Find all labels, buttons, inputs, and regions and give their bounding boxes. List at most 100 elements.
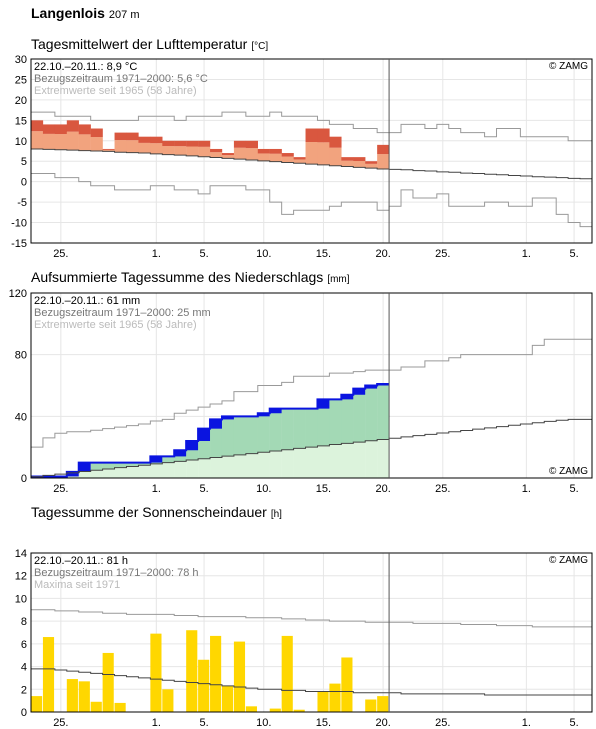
y-tick-label: 10 <box>15 136 27 148</box>
precipitation-normal-area <box>257 452 270 478</box>
normal-line <box>31 668 592 696</box>
precipitation-daily-step <box>221 416 235 420</box>
precipitation-excess-area <box>221 416 235 457</box>
temperature-bar-upper <box>174 140 187 147</box>
precipitation-excess-area <box>377 383 390 440</box>
precipitation-daily-step <box>317 399 330 409</box>
x-tick-label: 20. <box>375 248 390 260</box>
x-tick-label: 5. <box>570 248 579 260</box>
sunshine-bar <box>329 683 341 712</box>
y-tick-label: 6 <box>21 639 27 651</box>
sunshine-bar <box>233 641 246 712</box>
precipitation-excess-area <box>245 416 258 454</box>
x-tick-label: 1. <box>522 248 531 260</box>
temperature-bar-upper <box>245 140 258 149</box>
temperature-bar-upper <box>221 153 235 156</box>
precipitation-excess-area <box>269 408 282 452</box>
temperature-bar <box>281 156 294 163</box>
precipitation-excess-area <box>353 388 366 443</box>
y-tick-label: -15 <box>11 238 27 250</box>
precipitation-daily-step <box>365 385 378 389</box>
precipitation-normal-area <box>293 448 306 478</box>
precipitation-excess-area <box>329 399 342 445</box>
x-tick-label: 20. <box>375 717 390 729</box>
precipitation-normal-area <box>245 453 258 478</box>
sunshine-bar <box>114 702 126 712</box>
precipitation-excess-area <box>257 413 270 453</box>
temperature-bars <box>31 120 390 169</box>
panel-unit: [mm] <box>327 274 349 285</box>
temperature-bar-upper <box>269 148 282 154</box>
extreme-max-line <box>31 338 592 448</box>
x-tick-label: 10. <box>256 483 271 495</box>
sunshine-bar <box>281 635 293 712</box>
temperature-bar-upper <box>341 157 354 161</box>
precipitation-panel: Aufsummierte Tagessumme des Niederschlag… <box>9 269 593 495</box>
info-extremes-note: Maxima seit 1971 <box>34 579 120 591</box>
temperature-bar-upper <box>186 140 199 147</box>
sunshine-bar <box>162 689 174 712</box>
temperature-bar-upper <box>54 124 68 135</box>
normal-line <box>31 148 592 180</box>
precipitation-excess-area <box>317 399 330 446</box>
precipitation-daily-step <box>353 388 366 395</box>
panel-title: Tagessumme der Sonnenscheindauer <box>31 504 267 520</box>
info-reference-value: Bezugszeitraum 1971–2000: 5,6 °C <box>34 73 208 85</box>
y-tick-label: 80 <box>15 350 27 362</box>
y-tick-label: 0 <box>21 707 27 719</box>
precipitation-excess-area <box>162 456 175 463</box>
x-tick-label: 5. <box>570 717 579 729</box>
precipitation-normal-area <box>186 459 199 478</box>
temperature-bar <box>174 146 187 156</box>
sunshine-bar <box>293 709 305 712</box>
temperature-bar <box>186 146 199 156</box>
x-tick-label: 25. <box>435 717 450 729</box>
precipitation-normal-area <box>102 469 115 478</box>
sunshine-bar <box>341 657 353 712</box>
temperature-bar-upper <box>102 148 115 150</box>
info-extremes-note: Extremwerte seit 1965 (58 Jahre) <box>34 85 197 97</box>
y-tick-label: 14 <box>15 548 27 560</box>
station-name: Langenlois <box>31 5 105 21</box>
sunshine-bar <box>102 652 114 712</box>
x-tick-label: 1. <box>522 717 531 729</box>
temperature-bar-upper <box>329 136 342 148</box>
extreme-min-line <box>31 172 592 228</box>
sunshine-bar <box>90 701 102 712</box>
y-tick-label: 0 <box>21 473 27 485</box>
temperature-panel: Tagesmittelwert der Lufttemperatur [°C] … <box>11 36 593 260</box>
temperature-bar <box>66 131 79 151</box>
temperature-bar <box>198 146 211 157</box>
info-period-value: 22.10.–20.11.: 61 mm <box>34 295 140 307</box>
x-tick-label: 1. <box>522 483 531 495</box>
sunshine-bar <box>221 685 234 712</box>
precipitation-excess-area <box>341 394 354 444</box>
x-tick-label: 25. <box>435 483 450 495</box>
temperature-bar <box>78 134 91 151</box>
temperature-bar <box>245 148 258 160</box>
temperature-bar <box>210 152 223 158</box>
precipitation-normal-area <box>162 462 175 478</box>
x-tick-label: 15. <box>316 717 331 729</box>
sunshine-bar <box>42 637 55 712</box>
y-tick-label: -5 <box>17 197 27 209</box>
precipitation-normal-area <box>305 447 318 478</box>
normal-line <box>31 418 592 478</box>
precipitation-excess-area <box>365 385 378 441</box>
info-extremes-note: Extremwerte seit 1965 (58 Jahre) <box>34 319 197 331</box>
temperature-bar-upper <box>305 128 318 143</box>
temperature-bar <box>221 155 235 159</box>
precipitation-areas <box>31 383 390 478</box>
x-tick-label: 25. <box>53 483 68 495</box>
y-tick-label: 15 <box>15 115 27 127</box>
temperature-bar <box>114 140 127 153</box>
temperature-bar <box>54 134 68 150</box>
temperature-bar-upper <box>377 144 390 155</box>
source-label: © ZAMG <box>549 466 588 477</box>
temperature-bar-upper <box>317 128 330 143</box>
precipitation-excess-area <box>126 462 139 467</box>
precipitation-normal-area <box>329 444 342 478</box>
sunshine-bar <box>245 706 257 712</box>
source-label: © ZAMG <box>549 555 588 566</box>
sunshine-bar <box>365 699 377 712</box>
